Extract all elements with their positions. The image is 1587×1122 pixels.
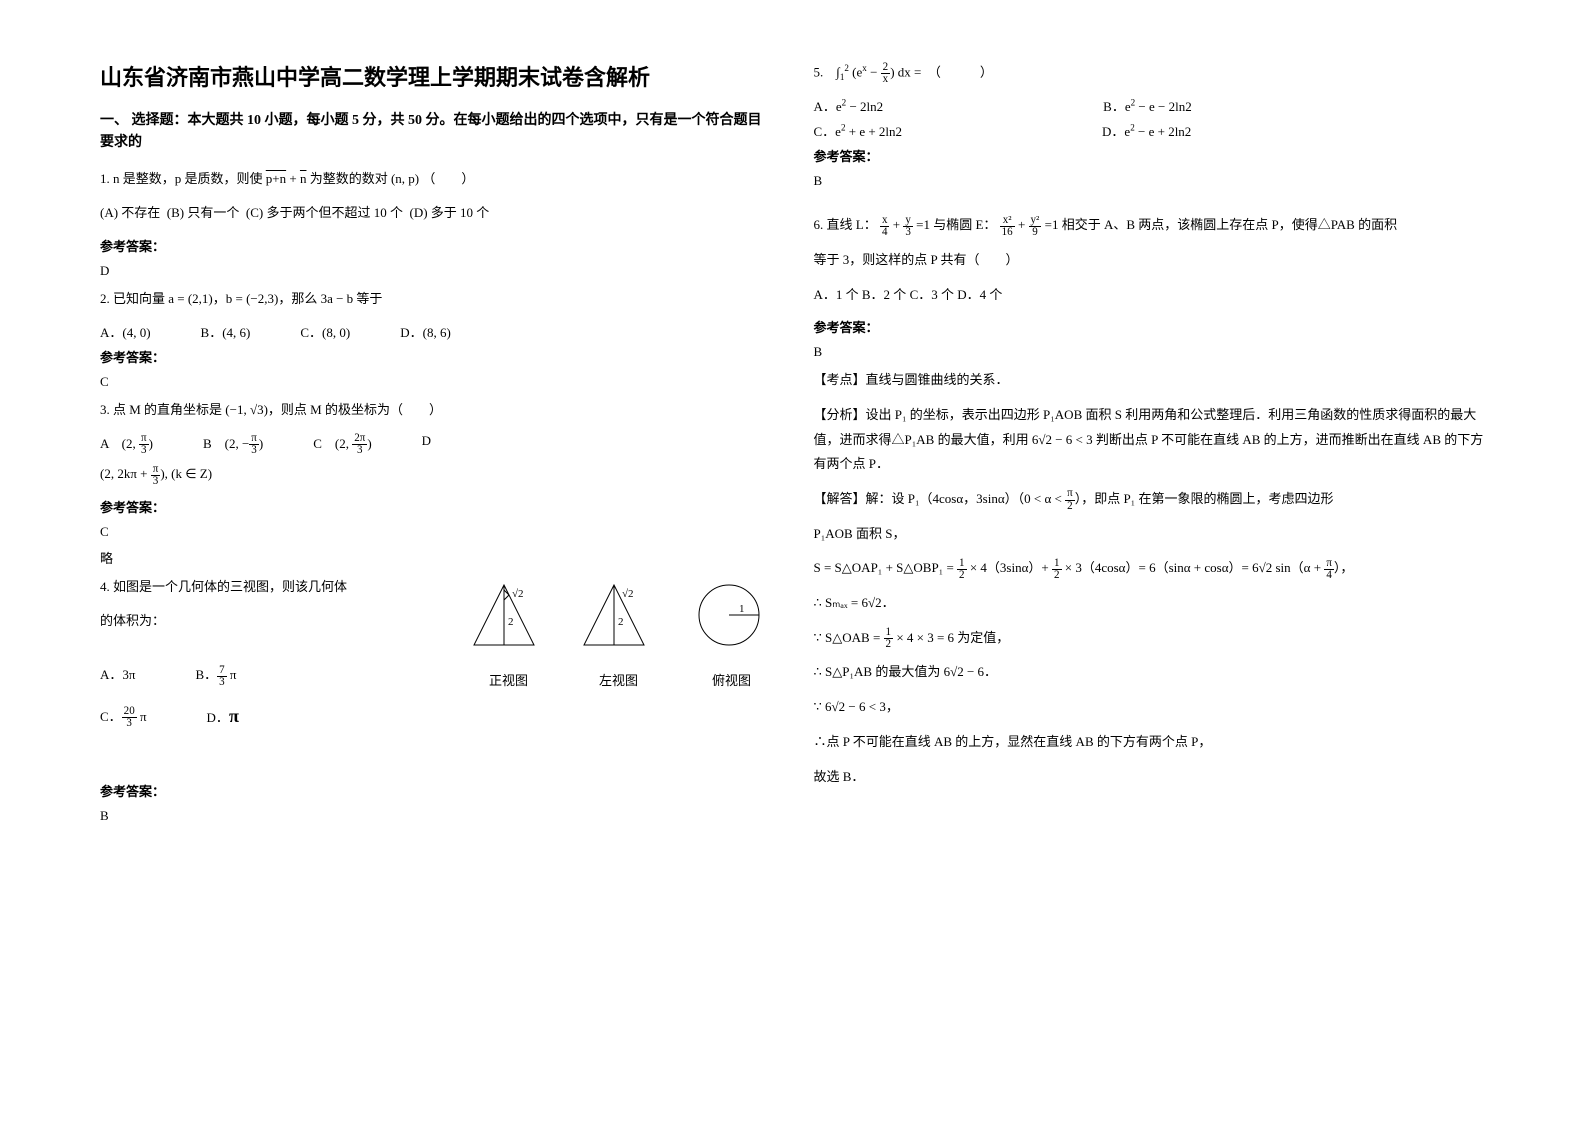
q3-answer-label: 参考答案： [100, 497, 774, 516]
q5-options-row2: C．e2 + e + 2ln2 D．e2 − e + 2ln2 [814, 121, 1488, 140]
q1-optD: (D) 多于 10 个 [409, 205, 489, 220]
q6-jieda-l1a: 解：设 P₁（4cosα，3sinα）（0 < α < [866, 491, 1066, 506]
q4-optC: C．203 π [100, 706, 147, 730]
q6-fenxi-text: 设出 P₁ 的坐标，表示出四边形 P₁AOB 面积 S 利用两角和公式整理后．利… [814, 407, 1484, 471]
q6-jieda-l3: S = S△OAP₁ + S△OBP₁ = 12 × 4（3sinα）+ 12 … [814, 556, 1488, 581]
q1-optC: (C) 多于两个但不超过 10 个 [246, 205, 403, 220]
q3-optA: A (2, π3) [100, 433, 153, 457]
q4-options-row2: C．203 π D．π [100, 706, 444, 730]
question-2: 2. 已知向量 a = (2,1)，b = (−2,3)，那么 3a − b 等… [100, 287, 774, 312]
q6-kaodian-text: 直线与圆锥曲线的关系． [866, 372, 1009, 387]
q1-optA: (A) 不存在 [100, 205, 160, 220]
q6-jieda-l4: ∴ Sₘₐₓ = 6√2． [814, 591, 1488, 616]
q6-jieda-l3a: S = S△OAP₁ + S△OBP₁ = [814, 560, 958, 575]
q5-answer-label: 参考答案： [814, 146, 1488, 165]
q4-answer: B [100, 808, 774, 824]
q6-jieda-l2: P₁AOB 面积 S， [814, 522, 1488, 547]
q6-p3: =1 相交于 A、B 两点，该椭圆上存在点 P，使得△PAB 的面积 [1045, 217, 1397, 232]
q3-options-row1: A (2, π3) B (2, −π3) C (2, 2π3) D [100, 433, 774, 457]
q4-diagram: √2 2 正视图 √2 2 左视图 1 俯视图 [464, 575, 774, 705]
q6-jieda-l1: 【解答】解：设 P₁（4cosα，3sinα）（0 < α < π2），即点 P… [814, 487, 1488, 512]
q6-jieda-l3d: ）， [1334, 560, 1354, 575]
q4-optD: D．π [207, 706, 239, 730]
q5-answer: B [814, 173, 1488, 189]
q2-answer-label: 参考答案： [100, 347, 774, 366]
q6-options: A．1 个 B．2 个 C．3 个 D．4 个 [814, 283, 1488, 308]
q4-options-row1: A．3π B．73 π [100, 664, 444, 688]
q1-answer-label: 参考答案： [100, 236, 774, 255]
q1-answer: D [100, 263, 774, 279]
svg-text:左视图: 左视图 [599, 673, 638, 688]
q2-optB: B．(4, 6) [201, 322, 251, 341]
q1-optB: (B) 只有一个 [167, 205, 240, 220]
q3-answer: C [100, 524, 774, 540]
q6-p1: 6. 直线 L： [814, 217, 877, 232]
question-5: 5. ∫12 (ex − 2x) dx = （ ） [814, 60, 1488, 86]
q5-optA: A．e2 − 2ln2 [814, 96, 884, 115]
q6-jieda-l7: ∵ 6√2 − 6 < 3， [814, 695, 1488, 720]
svg-text:2: 2 [508, 616, 514, 628]
q2-optA: A．(4, 0) [100, 322, 151, 341]
q1-stem-prefix: 1. n 是整数，p 是质数，则使 [100, 171, 263, 186]
q6-kaodian: 【考点】直线与圆锥曲线的关系． [814, 368, 1488, 393]
svg-text:2: 2 [618, 616, 624, 628]
q4-optB: B．73 π [195, 664, 236, 688]
q6-jieda-l5: ∵ S△OAB = 12 × 4 × 3 = 6 为定值， [814, 626, 1488, 651]
question-3: 3. 点 M 的直角坐标是 (−1, √3)，则点 M 的极坐标为（ ） [100, 398, 774, 423]
q6-jieda-l1b: ），即点 P₁ 在第一象限的椭圆上，考虑四边形 [1075, 491, 1334, 506]
svg-text:俯视图: 俯视图 [712, 673, 751, 688]
q2-options: A．(4, 0) B．(4, 6) C．(8, 0) D．(8, 6) [100, 322, 774, 341]
q3-optD: D [422, 433, 431, 457]
q6-optD: D．4 个 [957, 287, 1002, 302]
q4-stem2: 的体积为： [100, 609, 444, 634]
q4-answer-label: 参考答案： [100, 781, 774, 800]
q5-optB: B．e2 − e − 2ln2 [1103, 96, 1192, 115]
svg-text:1: 1 [739, 603, 745, 615]
q3-optC: C (2, 2π3) [313, 433, 371, 457]
q6-jieda-l5b: × 4 × 3 = 6 为定值， [893, 630, 1009, 645]
q6-jieda-l6: ∴ S△P₁AB 的最大值为 6√2 − 6． [814, 660, 1488, 685]
q6-jieda-l5a: ∵ S△OAB = [814, 630, 884, 645]
q5-optD: D．e2 − e + 2ln2 [1102, 121, 1191, 140]
q3-optE: (2, 2kπ + π3), (k ∈ Z) [100, 462, 774, 487]
section-header: 一、 选择题：本大题共 10 小题，每小题 5 分，共 50 分。在每小题给出的… [100, 110, 774, 155]
question-1: 1. n 是整数，p 是质数，则使 p+n + n 为整数的数对 (n, p) … [100, 167, 774, 192]
q6-jieda-l9: 故选 B． [814, 765, 1488, 790]
q6-kaodian-label: 【考点】 [814, 372, 866, 387]
q6-answer-label: 参考答案： [814, 317, 1488, 336]
q1-stem-suffix: 为整数的数对 (n, p) （ ） [310, 171, 475, 186]
q6-fenxi-label: 【分析】 [814, 407, 866, 422]
q6-fenxi: 【分析】设出 P₁ 的坐标，表示出四边形 P₁AOB 面积 S 利用两角和公式整… [814, 403, 1488, 477]
question-4-row: 4. 如图是一个几何体的三视图，则该几何体 的体积为： A．3π B．73 π … [100, 575, 774, 736]
q2-optD: D．(8, 6) [400, 322, 451, 341]
q6-optB: B．2 个 [862, 287, 906, 302]
q6-jieda-label: 【解答】 [814, 491, 866, 506]
q1-formula: p+n + n [266, 171, 307, 186]
q5-optC: C．e2 + e + 2ln2 [814, 121, 903, 140]
page-title: 山东省济南市燕山中学高二数学理上学期期末试卷含解析 [100, 60, 774, 92]
q2-answer: C [100, 374, 774, 390]
q6-jieda-l8: ∴点 P 不可能在直线 AB 的上方，显然在直线 AB 的下方有两个点 P， [814, 730, 1488, 755]
q6-line2: 等于 3，则这样的点 P 共有（ ） [814, 248, 1488, 273]
q6-optC: C．3 个 [910, 287, 954, 302]
q1-options: (A) 不存在 (B) 只有一个 (C) 多于两个但不超过 10 个 (D) 多… [100, 201, 774, 226]
q4-stem1: 4. 如图是一个几何体的三视图，则该几何体 [100, 575, 444, 600]
svg-text:正视图: 正视图 [489, 673, 528, 688]
q6-p2: =1 与椭圆 E： [916, 217, 996, 232]
q6-optA: A．1 个 [814, 287, 859, 302]
q6-jieda-l3c: × 3（4cosα）= 6（sinα + cosα）= 6√2 sin（α + [1062, 560, 1325, 575]
question-6: 6. 直线 L： x4 + y3 =1 与椭圆 E： x²16 + y²9 =1… [814, 213, 1488, 238]
svg-text:√2: √2 [512, 588, 524, 600]
q4-optA: A．3π [100, 664, 135, 688]
q6-answer: B [814, 344, 1488, 360]
svg-text:√2: √2 [622, 588, 634, 600]
q3-note: 略 [100, 548, 774, 567]
q5-options-row1: A．e2 − 2ln2 B．e2 − e − 2ln2 [814, 96, 1488, 115]
q6-jieda-l3b: × 4（3sinα）+ [967, 560, 1052, 575]
q3-optB: B (2, −π3) [203, 433, 263, 457]
q2-optC: C．(8, 0) [300, 322, 350, 341]
